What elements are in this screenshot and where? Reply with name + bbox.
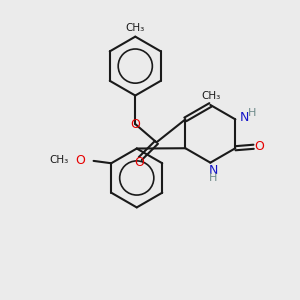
Text: H: H	[209, 173, 218, 183]
Text: N: N	[240, 111, 250, 124]
Text: CH₃: CH₃	[126, 23, 145, 33]
Text: CH₃: CH₃	[201, 91, 220, 100]
Text: O: O	[255, 140, 264, 153]
Text: N: N	[208, 164, 218, 177]
Text: O: O	[75, 154, 85, 167]
Text: O: O	[134, 157, 144, 169]
Text: CH₃: CH₃	[49, 155, 69, 165]
Text: O: O	[130, 118, 140, 130]
Text: H: H	[248, 108, 256, 118]
